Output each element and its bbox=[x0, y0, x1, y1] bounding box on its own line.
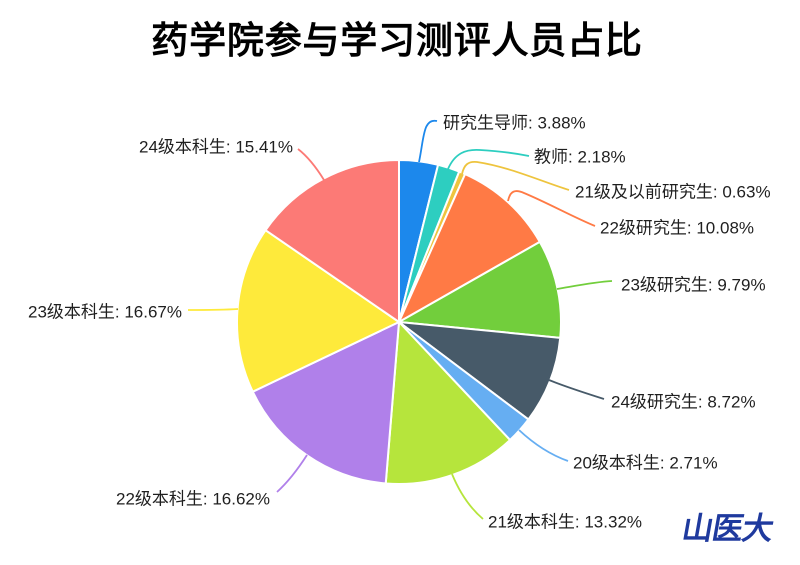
leader-line-6 bbox=[518, 429, 569, 462]
slice-label-8: 22级本科生: 16.62% bbox=[116, 490, 270, 509]
slice-labels: 研究生导师: 3.88% 教师: 2.18% 21级及以前研究生: 0.63% 22级… bbox=[28, 114, 771, 532]
slice-label-5: 24级研究生: 8.72% bbox=[611, 393, 756, 412]
slice-label-7: 21级本科生: 13.32% bbox=[488, 513, 642, 532]
slice-label-9: 23级本科生: 16.67% bbox=[28, 303, 182, 322]
label-leader-lines bbox=[187, 120, 613, 520]
leader-line-2 bbox=[461, 160, 570, 191]
slice-label-2: 21级及以前研究生: 0.63% bbox=[575, 183, 771, 202]
slice-label-3: 22级研究生: 10.08% bbox=[600, 219, 754, 238]
logo-shanyida: 山医大 bbox=[679, 511, 776, 546]
chart-title: 药学院参与学习测评人员占比 bbox=[151, 20, 643, 61]
pie-slice-3[interactable] bbox=[398, 173, 541, 323]
slice-label-10: 24级本科生: 15.41% bbox=[139, 138, 293, 157]
slice-label-0: 研究生导师: 3.88% bbox=[443, 114, 586, 133]
pie-slices bbox=[236, 159, 562, 485]
leader-line-7 bbox=[451, 473, 484, 520]
slice-label-4: 23级研究生: 9.79% bbox=[621, 276, 766, 295]
leader-line-3 bbox=[507, 190, 596, 227]
leader-line-9 bbox=[187, 308, 239, 311]
slice-label-6: 20级本科生: 2.71% bbox=[573, 454, 718, 473]
leader-line-1 bbox=[447, 148, 530, 170]
slice-label-1: 教师: 2.18% bbox=[534, 148, 626, 167]
leader-line-10 bbox=[297, 148, 325, 181]
leader-line-8 bbox=[276, 454, 308, 493]
leader-line-4 bbox=[556, 280, 613, 290]
leader-line-5 bbox=[548, 379, 605, 400]
leader-line-0 bbox=[418, 120, 438, 163]
